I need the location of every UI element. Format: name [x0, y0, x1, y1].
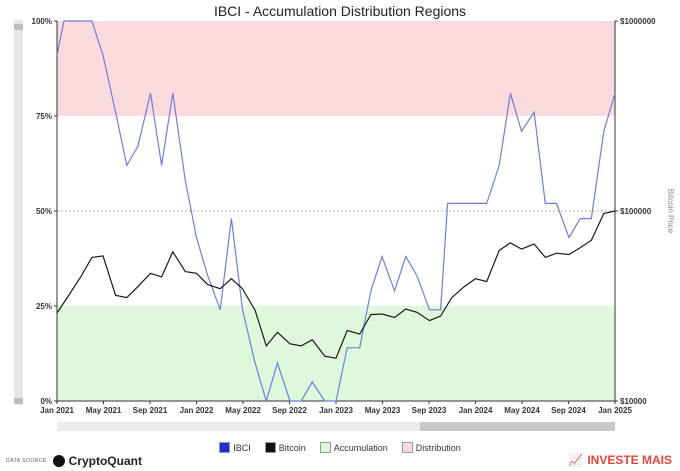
chart-trend-icon: 📈	[568, 453, 584, 467]
x-tick-label: Sep 2024	[551, 406, 586, 415]
y-axis-scrollbar[interactable]	[14, 20, 23, 405]
legend-label-accumulation: Accumulation	[333, 442, 388, 453]
legend-swatch-bitcoin	[264, 442, 276, 453]
x-tick-label: Sep 2023	[412, 406, 447, 415]
y-left-tick-label: 50%	[36, 207, 52, 216]
y-axis-right-label: Bitcoin Price	[666, 189, 675, 234]
legend-swatch-ibci	[219, 442, 231, 453]
legend-item-accumulation[interactable]: Accumulation	[319, 442, 388, 453]
y-right-tick-label: $100000	[620, 207, 652, 216]
y-right-tick-label: $1000000	[620, 17, 656, 26]
x-axis-scroll-handle[interactable]	[420, 422, 615, 431]
x-tick-label: Jan 2025	[598, 406, 632, 415]
legend: IBCI Bitcoin Accumulation Distribution	[0, 442, 680, 453]
x-tick-label: May 2021	[86, 406, 122, 415]
cryptoquant-logo-icon	[52, 455, 65, 467]
legend-label-ibci: IBCI	[233, 442, 251, 453]
x-tick-label: May 2023	[365, 406, 401, 415]
x-tick-label: May 2024	[504, 406, 540, 415]
data-source-label: DATA SOURCE	[6, 458, 47, 464]
y-axis-scroll-handle-bottom[interactable]	[14, 398, 23, 404]
legend-swatch-accumulation	[319, 442, 331, 453]
accumulation-region	[57, 306, 615, 401]
y-left-tick-label: 25%	[36, 302, 52, 311]
x-tick-label: Sep 2022	[272, 406, 307, 415]
legend-item-distribution[interactable]: Distribution	[401, 442, 461, 453]
y-axis-scroll-handle-top[interactable]	[14, 24, 23, 30]
watermark-text: INVESTE MAIS	[587, 453, 672, 467]
series-ibci-line	[56, 20, 616, 404]
x-tick-label: Jan 2022	[180, 406, 214, 415]
legend-label-bitcoin: Bitcoin	[278, 442, 306, 453]
x-tick-label: Jan 2024	[459, 406, 493, 415]
legend-swatch-distribution	[401, 442, 413, 453]
y-right-tick-label: $10000	[620, 397, 647, 406]
chart-title: IBCI - Accumulation Distribution Regions	[213, 3, 467, 19]
chart-canvas: 0% 25% 50% 75% 100% $10000 $100000 $1000000 Ja…	[32, 17, 675, 415]
x-tick-label: Jan 2023	[319, 406, 353, 415]
x-tick-label: Sep 2021	[133, 406, 168, 415]
watermark: 📈 INVESTE MAIS	[568, 453, 672, 467]
y-left-tick-label: 0%	[40, 397, 52, 406]
series-bitcoin-line	[56, 210, 616, 359]
data-source-credit: DATA SOURCE CryptoQuant	[6, 454, 142, 468]
y-left-tick-label: 75%	[36, 112, 52, 121]
legend-label-distribution: Distribution	[415, 442, 461, 453]
x-axis-scrollbar[interactable]	[57, 422, 615, 431]
x-tick-label: May 2022	[225, 406, 261, 415]
y-left-tick-label: 100%	[32, 17, 52, 26]
x-tick-label: Jan 2021	[40, 406, 74, 415]
cryptoquant-brand: CryptoQuant	[52, 454, 142, 468]
cryptoquant-name: CryptoQuant	[68, 454, 142, 468]
legend-item-ibci[interactable]: IBCI	[219, 442, 251, 453]
distribution-region	[57, 21, 615, 116]
legend-item-bitcoin[interactable]: Bitcoin	[264, 442, 306, 453]
